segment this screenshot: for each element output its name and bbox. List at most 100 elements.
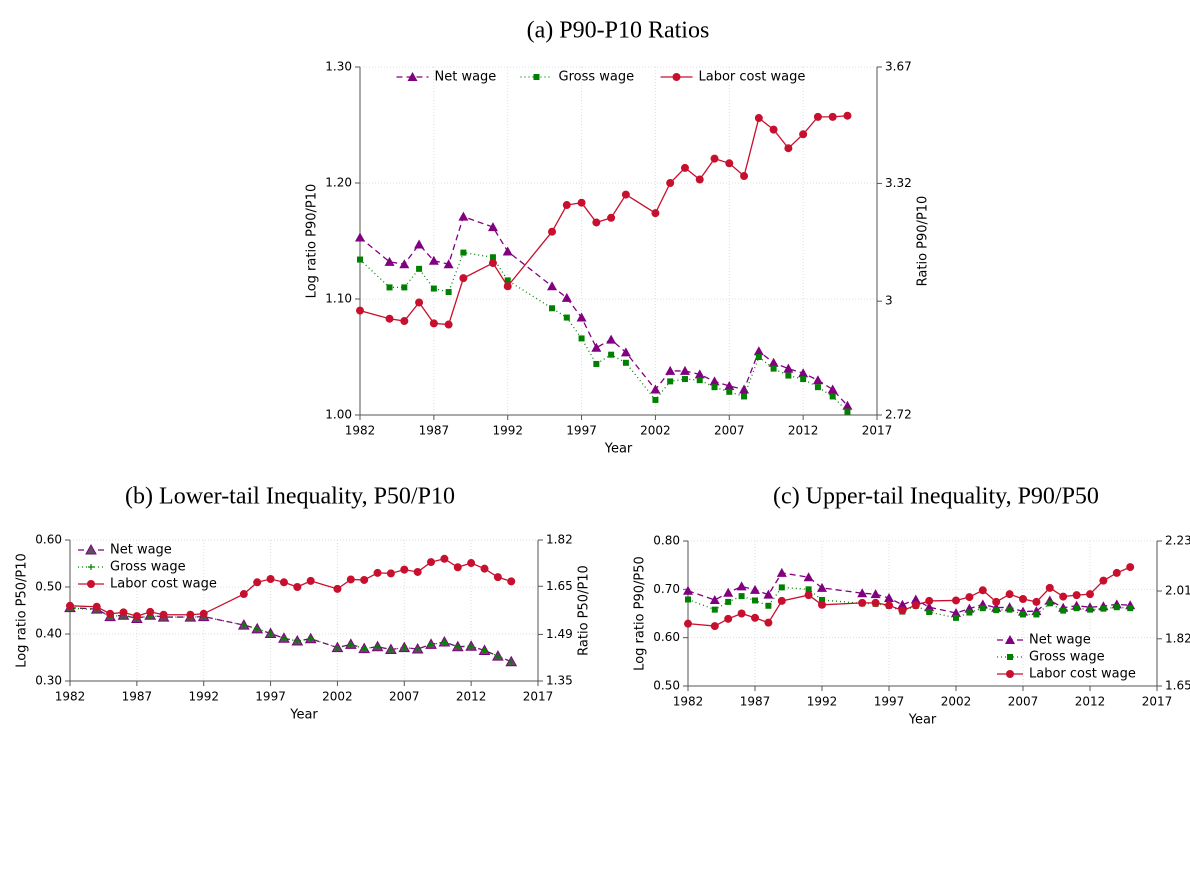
data-point [592,218,601,227]
data-point [502,246,513,256]
series-line [687,572,1131,614]
data-point [814,384,821,391]
data-point [755,354,762,360]
data-point [440,554,449,563]
data-point [652,396,659,403]
data-point [871,598,880,607]
data-point [307,635,314,642]
data-point [254,625,261,632]
data-point [267,630,274,637]
data-point [92,602,101,611]
data-point [400,565,409,574]
y-tick-label: 0.60 [35,533,62,547]
y2-tick-label: 2.23 [1165,534,1190,548]
data-point [738,593,745,600]
data-point [857,588,868,598]
y2-tick-label: 3.67 [885,60,912,74]
chart-title: (a) P90-P10 Ratios [527,18,710,44]
chart-panel: (b) Lower-tail Inequality, P50/P10 0.30 0.… [15,484,592,723]
data-point [799,130,808,139]
data-point [965,593,974,602]
data-point [1033,611,1040,618]
data-point [898,606,907,615]
data-point [924,602,935,612]
data-point [754,114,763,123]
data-point [441,639,448,646]
data-point [458,211,469,221]
data-point [1099,576,1108,585]
data-point [979,605,986,612]
data-point [186,610,195,619]
data-point [413,567,422,576]
data-point [240,622,247,629]
data-point [1045,583,1054,592]
data-point [993,607,1000,614]
series-line [359,215,848,407]
data-point [468,643,475,650]
legend-marker [672,73,681,81]
data-point [606,334,617,344]
data-point [428,641,435,648]
data-point [427,558,436,567]
data-point [710,622,719,631]
y2-axis-label: Ratio P90/P10 [916,196,931,287]
x-tick-label: 2012 [456,690,487,704]
data-point [493,573,502,582]
data-point [415,298,424,307]
data-point [576,312,587,322]
x-tick-label: 2002 [640,424,671,438]
data-point [951,608,961,618]
data-point [401,644,408,651]
legend-marker [1007,654,1013,660]
data-point [812,375,823,385]
data-point [467,559,476,568]
data-point [1005,590,1014,599]
data-point [910,594,921,604]
data-point [1113,604,1120,611]
data-point [665,365,676,375]
data-point [66,601,74,610]
data-point [1032,597,1041,606]
data-point [591,342,602,352]
y-tick-label: 0.70 [653,582,680,596]
data-point [1020,611,1026,618]
data-point [769,125,778,134]
data-point [1087,606,1093,613]
legend-label: Labor cost wage [1029,667,1136,682]
y-axis-label: Log ratio P90/P50 [633,556,648,671]
data-point [768,357,779,367]
y-tick-label: 1.00 [325,408,352,422]
legend-label: Gross wage [1029,650,1105,665]
data-point [764,618,773,627]
data-point [680,163,689,172]
legend-marker [407,72,418,81]
data-point [829,393,836,400]
data-point [1046,600,1053,607]
y-tick-label: 1.20 [325,176,352,190]
y2-tick-label: 1.82 [1165,631,1190,645]
data-point [763,589,774,599]
data-point [1127,605,1134,612]
data-point [430,285,437,292]
data-point [740,172,749,181]
x-tick-label: 2007 [1008,695,1039,709]
x-tick-label: 2017 [1142,695,1173,709]
x-tick-label: 2007 [389,690,420,704]
data-point [992,597,1001,606]
data-point [562,201,571,210]
data-point [651,209,660,218]
data-point [884,593,894,603]
data-point [1100,605,1107,612]
data-point [547,281,558,291]
chart-title: (b) Lower-tail Inequality, P50/P10 [125,484,455,510]
data-point [785,372,792,379]
y-tick-label: 1.30 [325,60,352,74]
data-point [159,610,168,619]
data-point [459,274,468,283]
data-point [239,590,248,599]
data-point [355,232,365,242]
data-point [280,635,287,642]
legend-label: Net wage [435,70,497,85]
data-point [563,314,570,321]
data-point [725,159,734,168]
